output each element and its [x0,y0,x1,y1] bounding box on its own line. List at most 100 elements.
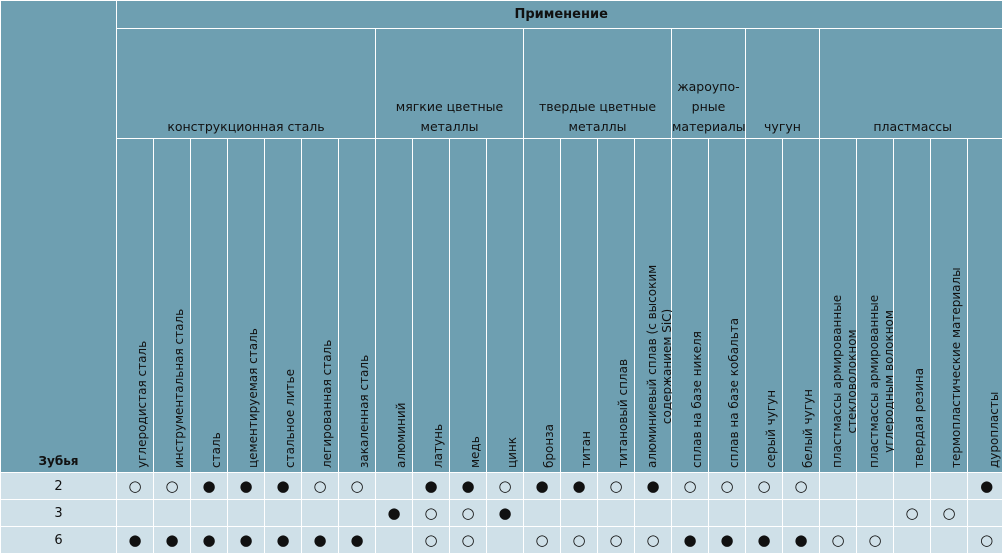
empty-cell [671,499,709,527]
empty-circle-icon: ○ [116,472,154,500]
material-header: медь [449,138,487,473]
empty-cell [116,499,154,527]
group-header: пластмассы [818,28,1002,139]
material-header: сталь [190,138,228,473]
material-label: серый чугун [764,389,778,468]
empty-circle-icon: ○ [893,499,931,527]
material-header: сплав на базе кобальта [708,138,746,473]
group-header: жароупо-рные материалы [671,28,746,139]
material-label-line: пластмассы армированные [867,294,881,468]
material-label: углеродистая сталь [135,340,149,468]
filled-circle-icon: ● [264,526,302,554]
teeth-row: 3 ● ○ ○ ● ○ ○ [0,499,1002,527]
group-header: конструкционная сталь [116,28,376,139]
empty-circle-icon: ○ [671,472,709,500]
material-label: белый чугун [801,389,815,468]
empty-circle-icon: ○ [856,526,894,554]
empty-circle-icon: ○ [745,472,783,500]
material-label: титан [579,431,593,468]
material-label-line: алюминиевый сплав (с высоким [645,264,659,468]
material-label: термопластические материалы [949,267,963,468]
filled-circle-icon: ● [227,526,265,554]
material-header: белый чугун [782,138,820,473]
material-label: алюминий [394,402,408,468]
empty-circle-icon: ○ [708,472,746,500]
material-header: титан [560,138,598,473]
material-header: твердая резина [893,138,931,473]
application-header: Применение [115,0,1002,29]
filled-circle-icon: ● [634,472,672,500]
material-label: легированная сталь [320,339,334,468]
material-header: титановый сплав [597,138,635,473]
empty-cell [597,499,635,527]
filled-circle-icon: ● [153,526,191,554]
group-header: твердые цветные металлы [523,28,672,139]
empty-cell [634,499,672,527]
filled-circle-icon: ● [190,472,228,500]
material-header: термопластические материалы [930,138,968,473]
material-header: легированная сталь [301,138,339,473]
material-label: сталь [209,432,223,468]
filled-circle-icon: ● [745,526,783,554]
material-label: пластмассы армированные стекловолокном [830,295,860,468]
empty-cell [856,472,894,500]
material-label: закаленная сталь [357,354,371,468]
empty-cell [819,499,857,527]
material-label: латунь [431,423,445,468]
empty-circle-icon: ○ [966,526,1002,554]
filled-circle-icon: ● [449,472,487,500]
empty-circle-icon: ○ [301,472,339,500]
material-header: пластмассы армированные углеродным волокн… [856,138,897,473]
group-header: чугун [745,28,820,139]
material-label: стальное литье [283,369,297,468]
filled-circle-icon: ● [227,472,265,500]
empty-circle-icon: ○ [449,499,487,527]
empty-cell [153,499,191,527]
empty-cell [708,499,746,527]
teeth-count: 3 [0,499,117,527]
material-label: сплав на базе никеля [690,331,704,468]
material-header: углеродистая сталь [116,138,154,473]
material-label: дуропласты [986,391,1001,468]
teeth-row: 2 ○ ○ ● ● ● ○ ○ ● ● ○ ● ● ○ ● ○ ○ ○ ○ ● [0,472,1002,500]
teeth-header: Зубья [0,0,117,473]
filled-circle-icon: ● [560,472,598,500]
filled-circle-icon: ● [486,499,524,527]
empty-cell [486,526,524,554]
empty-cell [893,526,931,554]
empty-circle-icon: ○ [930,499,968,527]
material-label: пластмассы армированные углеродным волокн… [867,295,897,468]
empty-cell [227,499,265,527]
empty-circle-icon: ○ [153,472,191,500]
empty-cell [375,526,413,554]
filled-circle-icon: ● [264,472,302,500]
filled-circle-icon: ● [301,526,339,554]
material-header: пластмассы армированные стекловолокном [819,138,860,473]
material-header: закаленная сталь [338,138,376,473]
material-label: сплав на базе кобальта [727,317,741,468]
empty-circle-icon: ○ [412,526,450,554]
material-label: инструментальная сталь [172,308,186,468]
material-label: цементируемая сталь [246,328,260,468]
empty-circle-icon: ○ [338,472,376,500]
material-header: латунь [412,138,450,473]
material-header: алюминий [375,138,413,473]
empty-cell [264,499,302,527]
material-label-line: пластмассы армированные [830,294,844,468]
data-rows: 2 ○ ○ ● ● ● ○ ○ ● ● ○ ● ● ○ ● ○ ○ ○ ○ ● 3 ● ○ ○ ● ○ ○ 6 ● ● ● ● ● ● ● ○ ○ ○ ○ ○… [0,472,1002,554]
material-header: серый чугун [745,138,783,473]
material-header: сплав на базе никеля [671,138,709,473]
material-label: цинк [505,436,519,468]
empty-cell [782,499,820,527]
filled-circle-icon: ● [375,499,413,527]
empty-cell [930,472,968,500]
material-header: цементируемая сталь [227,138,265,473]
empty-circle-icon: ○ [597,526,635,554]
empty-circle-icon: ○ [449,526,487,554]
filled-circle-icon: ● [782,526,820,554]
empty-circle-icon: ○ [560,526,598,554]
filled-circle-icon: ● [190,526,228,554]
empty-cell [338,499,376,527]
material-header-row: углеродистая сталь инструментальная сталь… [1,138,1002,473]
